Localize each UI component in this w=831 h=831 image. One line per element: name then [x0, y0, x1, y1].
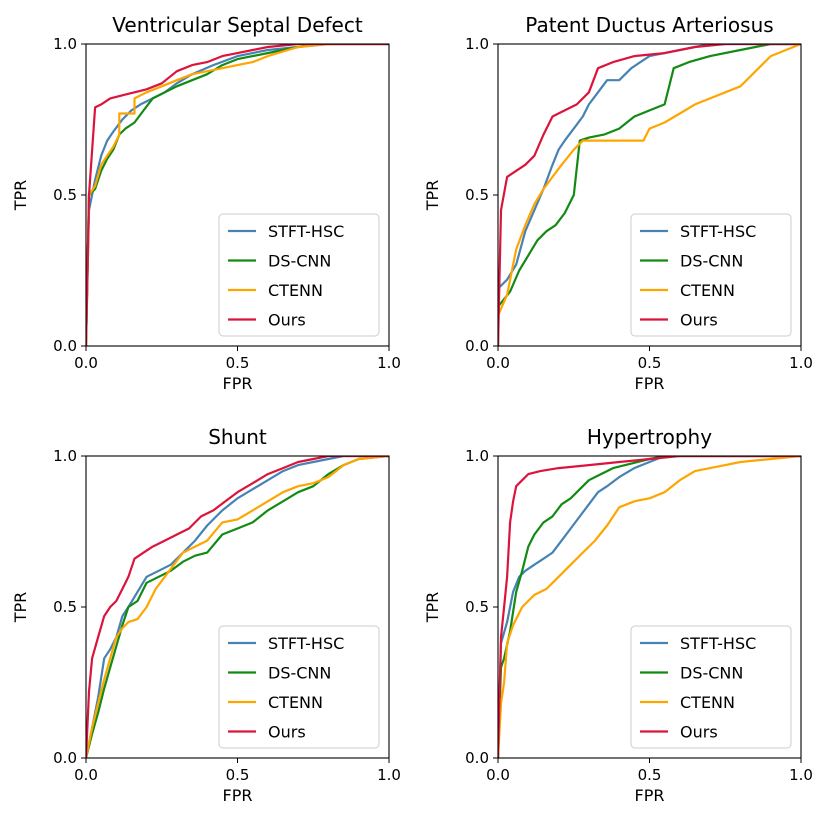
- y-tick-label: 0.5: [53, 186, 77, 204]
- legend-label-stft-hsc: STFT-HSC: [680, 634, 756, 653]
- legend-label-ctenn: CTENN: [268, 281, 323, 300]
- legend: STFT-HSC DS-CNN CTENN Ours: [218, 213, 380, 337]
- x-tick-label: 1.0: [789, 354, 813, 372]
- y-axis-label: TPR: [423, 592, 442, 624]
- series-line-ctenn: [498, 44, 801, 346]
- series-line-ctenn: [86, 456, 389, 758]
- series-line-ours: [86, 44, 389, 346]
- legend-label-stft-hsc: STFT-HSC: [268, 634, 344, 653]
- x-axis-label: FPR: [635, 374, 665, 393]
- x-tick-label: 1.0: [377, 766, 401, 784]
- legend-label-ds-cnn: DS-CNN: [680, 664, 743, 683]
- series-group: [498, 44, 801, 346]
- x-axis-label: FPR: [223, 374, 253, 393]
- x-axis-label: FPR: [635, 786, 665, 805]
- x-tick-label: 0.5: [638, 766, 662, 784]
- panel-hypertrophy: 0.0 0.5 1.0 0.0 0.5 1.0 Hypertrophy FPR TPR STFT-…: [423, 425, 813, 805]
- series-line-ds-cnn: [86, 44, 389, 346]
- panel-ventricular-septal-defect: 0.0 0.5 1.0 0.0 0.5 1.0 Ventricular Septal Def…: [11, 13, 401, 393]
- legend-label-stft-hsc: STFT-HSC: [680, 222, 756, 241]
- legend: STFT-HSC DS-CNN CTENN Ours: [218, 625, 380, 749]
- y-tick-label: 1.0: [53, 447, 77, 465]
- y-tick-label: 0.5: [465, 186, 489, 204]
- legend-label-ctenn: CTENN: [268, 693, 323, 712]
- legend-label-stft-hsc: STFT-HSC: [268, 222, 344, 241]
- series-line-ours: [498, 44, 801, 346]
- series-line-ours: [86, 456, 389, 758]
- series-group: [86, 44, 389, 346]
- y-tick-label: 1.0: [465, 35, 489, 53]
- panel-shunt: 0.0 0.5 1.0 0.0 0.5 1.0 Shunt FPR TPR STFT-HSC DS-…: [11, 425, 401, 805]
- legend-box: [218, 213, 380, 337]
- y-tick-label: 0.0: [465, 749, 489, 767]
- panel-patent-ductus-arteriosus: 0.0 0.5 1.0 0.0 0.5 1.0 Patent Ductus Arterios…: [423, 13, 813, 393]
- legend-label-ctenn: CTENN: [680, 693, 735, 712]
- y-tick-label: 0.0: [465, 337, 489, 355]
- legend-label-ctenn: CTENN: [680, 281, 735, 300]
- y-tick-label: 0.5: [465, 598, 489, 616]
- legend-label-ds-cnn: DS-CNN: [268, 252, 331, 271]
- chart-title: Patent Ductus Arteriosus: [525, 13, 773, 37]
- chart-title: Shunt: [208, 425, 267, 449]
- legend-label-ours: Ours: [680, 311, 718, 330]
- chart-title: Hypertrophy: [587, 425, 712, 449]
- y-tick-label: 0.5: [53, 598, 77, 616]
- x-tick-label: 0.5: [226, 766, 250, 784]
- x-tick-label: 0.0: [74, 354, 98, 372]
- legend: STFT-HSC DS-CNN CTENN Ours: [630, 625, 792, 749]
- x-tick-label: 0.0: [486, 354, 510, 372]
- x-tick-label: 0.0: [74, 766, 98, 784]
- series-line-ours: [498, 456, 801, 758]
- x-axis-label: FPR: [223, 786, 253, 805]
- y-axis-label: TPR: [11, 592, 30, 624]
- legend-label-ds-cnn: DS-CNN: [680, 252, 743, 271]
- legend-box: [630, 213, 792, 337]
- legend-box: [630, 625, 792, 749]
- legend-label-ours: Ours: [268, 311, 306, 330]
- legend: STFT-HSC DS-CNN CTENN Ours: [630, 213, 792, 337]
- x-tick-label: 1.0: [789, 766, 813, 784]
- x-tick-label: 1.0: [377, 354, 401, 372]
- legend-label-ds-cnn: DS-CNN: [268, 664, 331, 683]
- legend-label-ours: Ours: [268, 723, 306, 742]
- legend-label-ours: Ours: [680, 723, 718, 742]
- x-tick-label: 0.5: [638, 354, 662, 372]
- y-tick-label: 1.0: [53, 35, 77, 53]
- series-line-ctenn: [498, 456, 801, 758]
- series-line-stft-hsc: [498, 456, 801, 758]
- series-line-ds-cnn: [498, 44, 801, 346]
- series-group: [498, 456, 801, 758]
- y-tick-label: 0.0: [53, 337, 77, 355]
- series-group: [86, 456, 389, 758]
- y-axis-label: TPR: [11, 180, 30, 212]
- series-line-ds-cnn: [86, 456, 389, 758]
- legend-box: [218, 625, 380, 749]
- x-tick-label: 0.0: [486, 766, 510, 784]
- y-tick-label: 0.0: [53, 749, 77, 767]
- chart-title: Ventricular Septal Defect: [112, 13, 363, 37]
- y-axis-label: TPR: [423, 180, 442, 212]
- y-tick-label: 1.0: [465, 447, 489, 465]
- x-tick-label: 0.5: [226, 354, 250, 372]
- series-line-ctenn: [86, 44, 389, 346]
